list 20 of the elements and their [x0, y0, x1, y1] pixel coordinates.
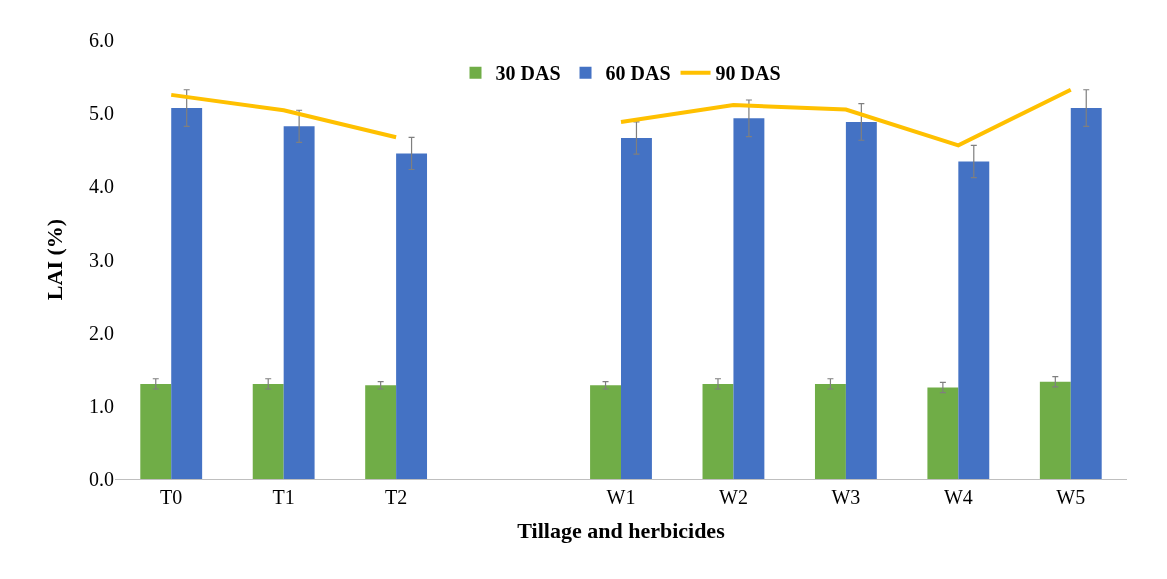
legend-label: 30 DAS: [495, 62, 561, 85]
x-tick-label: T2: [385, 486, 408, 508]
y-tick-label: 4.0: [89, 175, 114, 198]
x-tick-label: T1: [272, 486, 295, 508]
x-tick-label: W3: [831, 486, 861, 508]
legend-label: 90 DAS: [715, 62, 781, 85]
y-tick-label: 5.0: [89, 102, 114, 125]
legend-label: 60 DAS: [605, 62, 671, 85]
x-tick-label: T0: [160, 486, 183, 508]
y-tick-label: 1.0: [89, 394, 114, 417]
x-tick-label: W5: [1056, 486, 1086, 508]
x-axis-title: Tillage and herbicides: [517, 517, 726, 543]
x-tick-label: W4: [943, 486, 973, 508]
y-tick-label: 0.0: [89, 468, 114, 490]
y-tick-label: 2.0: [89, 321, 114, 344]
x-tick-label: W2: [718, 486, 748, 508]
y-tick-label: 6.0: [89, 29, 114, 51]
y-tick-label: 3.0: [89, 248, 114, 271]
y-axis-title: LAI (%): [41, 218, 67, 301]
x-tick-label: W1: [606, 486, 636, 508]
